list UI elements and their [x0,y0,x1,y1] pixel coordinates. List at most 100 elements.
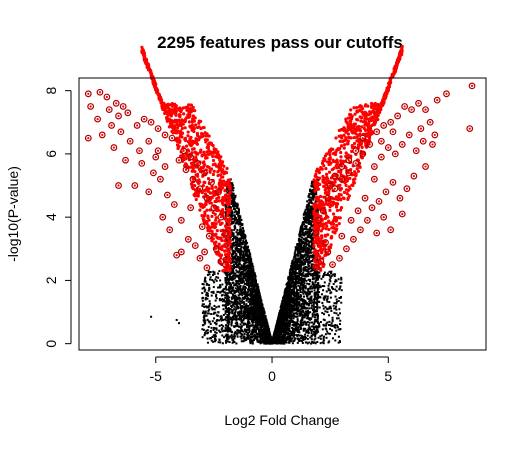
point-nonsig [235,222,238,225]
point-nonsig [299,295,302,298]
point-nonsig [244,293,247,296]
point-nonsig [227,308,230,311]
point-nonsig [296,244,299,247]
point-nonsig [230,187,233,190]
point-nonsig [245,272,248,275]
point-nonsig [248,259,251,262]
point-nonsig [310,290,313,293]
point-nonsig [225,230,228,233]
point-nonsig [291,269,294,272]
point-nonsig [239,249,242,252]
point-nonsig [241,288,244,291]
point-nonsig [227,280,230,283]
point-nonsig [240,317,243,320]
point-nonsig [309,280,312,283]
point-nonsig [309,301,312,304]
point-nonsig [316,276,319,279]
point-nonsig [245,313,248,316]
point-nonsig [306,204,309,207]
point-nonsig [300,240,303,243]
point-nonsig [233,224,236,227]
point-nonsig [234,247,237,250]
point-nonsig [253,284,256,287]
point-nonsig [225,328,228,331]
point-nonsig [256,335,259,338]
point-nonsig [306,219,309,222]
point-nonsig [309,217,312,220]
point-nonsig [289,284,292,287]
point-nonsig [311,272,314,275]
point-nonsig [226,321,229,324]
point-nonsig [249,282,252,285]
point-nonsig [294,271,297,274]
point-nonsig [313,301,316,304]
point-nonsig [277,315,280,318]
point-nonsig [246,292,249,295]
point-nonsig [285,308,288,311]
point-nonsig [225,302,228,305]
point-nonsig [259,335,262,338]
point-nonsig [312,341,315,344]
point-nonsig [290,340,293,343]
point-nonsig [304,220,307,223]
point-nonsig [250,285,253,288]
point-nonsig [317,282,320,285]
point-nonsig [244,267,247,270]
point-nonsig [310,222,313,225]
point-nonsig [314,274,317,277]
point-nonsig [238,233,241,236]
point-nonsig [253,275,256,278]
point-nonsig [291,279,294,282]
point-nonsig [303,232,306,235]
point-nonsig [234,215,237,218]
point-nonsig [307,204,310,207]
point-nonsig [283,318,286,321]
point-nonsig [228,302,231,305]
point-nonsig [311,283,314,286]
point-nonsig [233,220,236,223]
point-nonsig [235,247,238,250]
point-nonsig [311,228,314,231]
point-nonsig [288,273,291,276]
point-nonsig [241,329,244,332]
point-nonsig [310,295,313,298]
point-nonsig [312,256,315,259]
point-nonsig [317,294,320,297]
point-nonsig [232,198,235,201]
point-nonsig [257,286,260,289]
point-nonsig [242,273,245,276]
point-nonsig [232,238,235,241]
point-nonsig [247,300,250,303]
point-nonsig [295,246,298,249]
point-nonsig [282,328,285,331]
point-nonsig [246,298,249,301]
point-nonsig [224,278,227,281]
point-nonsig [247,268,250,271]
point-nonsig [311,275,314,278]
point-nonsig [301,286,304,289]
point-nonsig [260,316,263,319]
point-nonsig [292,284,295,287]
point-nonsig [303,282,306,285]
point-nonsig [265,331,268,334]
point-nonsig [229,261,232,264]
point-nonsig [253,310,256,313]
point-nonsig [284,292,287,295]
point-nonsig [243,283,246,286]
point-nonsig [233,332,236,335]
point-nonsig [251,315,254,318]
point-nonsig [245,271,248,274]
point-nonsig [235,303,238,306]
point-nonsig [296,318,299,321]
point-nonsig [281,317,284,320]
point-nonsig [282,308,285,311]
point-nonsig [302,289,305,292]
point-nonsig [302,298,305,301]
point-nonsig [234,309,237,312]
point-nonsig [248,272,251,275]
point-nonsig [308,250,311,253]
point-nonsig [288,278,291,281]
point-nonsig [238,230,241,233]
point-nonsig [253,295,256,298]
point-nonsig [304,314,307,317]
